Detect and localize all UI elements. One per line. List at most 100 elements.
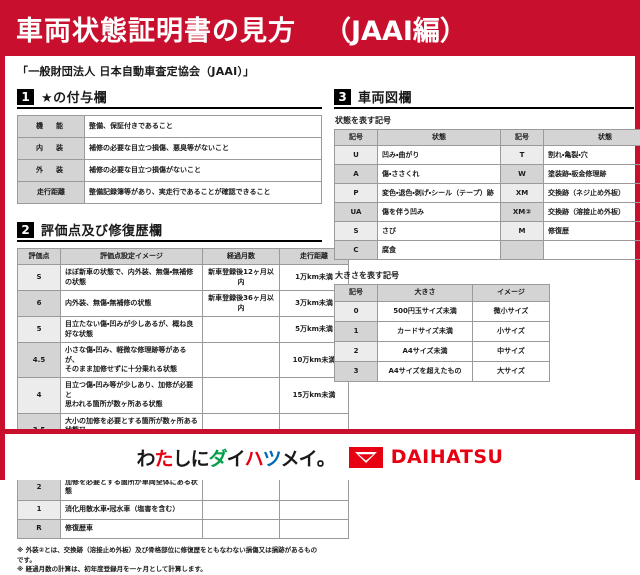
daihatsu-logo: DAIHATSU	[349, 446, 504, 468]
grade-description: 消化用散水車・冠水車（塩害を含む）	[61, 500, 203, 519]
grade-description: ほぼ新車の状態で、内外装、無傷・無補修の状態	[61, 265, 203, 291]
body-columns: 1 ★の付与欄 機 能整備、保証付きであること内 装補修の必要な目立つ損傷、悪臭…	[5, 83, 635, 575]
slogan-char: ツ	[263, 444, 281, 471]
condition-symbol: M	[501, 222, 544, 241]
size-table-column-header: 大きさ	[378, 285, 473, 301]
grade-months: 新車登録後12ヶ月以内	[203, 265, 280, 291]
grade-value: 6	[18, 291, 61, 317]
size-symbol-table-header: 記号大きさイメージ	[335, 285, 550, 301]
grade-months	[203, 378, 280, 413]
slogan-char: ダ	[209, 444, 227, 471]
section-3-heading: 3 車両図欄	[334, 87, 634, 109]
symbol-table-column-header: 記号	[335, 130, 378, 146]
grade-description: 修復歴車	[61, 519, 203, 538]
condition-description: 傷・ささくれ	[378, 165, 501, 184]
slogan-char: メ	[281, 444, 299, 471]
grade-months	[203, 343, 280, 378]
daihatsu-mark-icon	[349, 447, 383, 468]
slogan-char: ハ	[245, 444, 263, 471]
slogan-char: 。	[317, 444, 335, 471]
condition-symbol: S	[335, 222, 378, 241]
slogan-char: た	[155, 444, 173, 471]
document-header: 車両状態証明書の見方 （JAAI編）	[0, 0, 640, 56]
grade-value: 5	[18, 317, 61, 343]
star-award-value: 補修の必要な目立つ損傷がないこと	[85, 160, 322, 182]
size-description: A4サイズを超えたもの	[378, 361, 473, 381]
condition-description: 割れ・亀裂・穴	[544, 146, 640, 165]
table-row: 機 能整備、保証付きであること	[18, 116, 322, 138]
footnote: ※ 経過月数の計算は、初年度登録月を一ヶ月として計算します。	[17, 565, 322, 575]
size-image-name: 微小サイズ	[473, 301, 550, 321]
section-1-number: 1	[17, 89, 34, 105]
grade-value: 4	[18, 378, 61, 413]
star-award-value: 整備、保証付きであること	[85, 116, 322, 138]
table-row: 外 装補修の必要な目立つ損傷がないこと	[18, 160, 322, 182]
condition-description: 交換跡（溶接止め外板）	[544, 203, 640, 222]
star-award-key: 機 能	[18, 116, 85, 138]
left-column: 1 ★の付与欄 機 能整備、保証付きであること内 装補修の必要な目立つ損傷、悪臭…	[17, 83, 322, 575]
slogan-char: わ	[137, 444, 155, 471]
condition-description: 腐食	[378, 241, 501, 260]
condition-description: 交換跡（ネジ止め外板）	[544, 184, 640, 203]
grade-months	[203, 519, 280, 538]
symbol-table-column-header: 状態	[544, 130, 640, 146]
star-award-value: 整備記録簿等があり、実走行であることが確認できること	[85, 182, 322, 204]
condition-symbol: U	[335, 146, 378, 165]
condition-symbol: UA	[335, 203, 378, 222]
size-table-column-header: 記号	[335, 285, 378, 301]
condition-description: 凹み・曲がり	[378, 146, 501, 165]
grade-table-column-header: 評価点	[18, 249, 61, 265]
section-3-label: 車両図欄	[358, 87, 412, 106]
star-award-key: 内 装	[18, 138, 85, 160]
size-description: カードサイズ未満	[378, 321, 473, 341]
page-title: 車両状態証明書の見方	[16, 9, 296, 48]
grade-table-header: 評価点評価点設定イメージ経過月数走行距離	[18, 249, 349, 265]
grade-months	[203, 500, 280, 519]
star-award-value: 補修の必要な目立つ損傷、悪臭等がないこと	[85, 138, 322, 160]
symbol-table-caption: 状態を表す記号	[335, 115, 634, 126]
table-row: 走行距離整備記録簿等があり、実走行であることが確認できること	[18, 182, 322, 204]
document-footer: わたしにダイハツメイ。 DAIHATSU	[5, 434, 635, 480]
size-symbol: 1	[335, 321, 378, 341]
condition-description: 変色・退色・剥げ・シール（テープ）跡	[378, 184, 501, 203]
size-image-name: 小サイズ	[473, 321, 550, 341]
condition-description: 修復歴	[544, 222, 640, 241]
symbol-table-column-header: 記号	[501, 130, 544, 146]
brand-name: DAIHATSU	[391, 446, 504, 468]
size-table-column-header: イメージ	[473, 285, 550, 301]
condition-description: さび	[378, 222, 501, 241]
section-3-number: 3	[334, 89, 351, 105]
size-symbol: 0	[335, 301, 378, 321]
grade-months	[203, 317, 280, 343]
footnote: ※ 外装②とは、交換跡（溶接止め外板）及び骨格部位に修復歴をともなわない損傷又は…	[17, 546, 322, 566]
star-award-key: 外 装	[18, 160, 85, 182]
condition-symbol: XM	[501, 184, 544, 203]
condition-symbol	[501, 241, 544, 260]
condition-description: 塗装跡・板金修理跡	[544, 165, 640, 184]
condition-symbol: A	[335, 165, 378, 184]
grade-table-column-header: 経過月数	[203, 249, 280, 265]
table-row: 内 装補修の必要な目立つ損傷、悪臭等がないこと	[18, 138, 322, 160]
slogan-char: イ	[299, 444, 317, 471]
grade-description: 小さな傷・凹み、軽微な修理跡等があるが、そのまま加修せずに十分乗れる状態	[61, 343, 203, 378]
condition-symbol: XM②	[501, 203, 544, 222]
grade-description: 目立たない傷・凹みが少しあるが、概ね良好な状態	[61, 317, 203, 343]
star-award-key: 走行距離	[18, 182, 85, 204]
